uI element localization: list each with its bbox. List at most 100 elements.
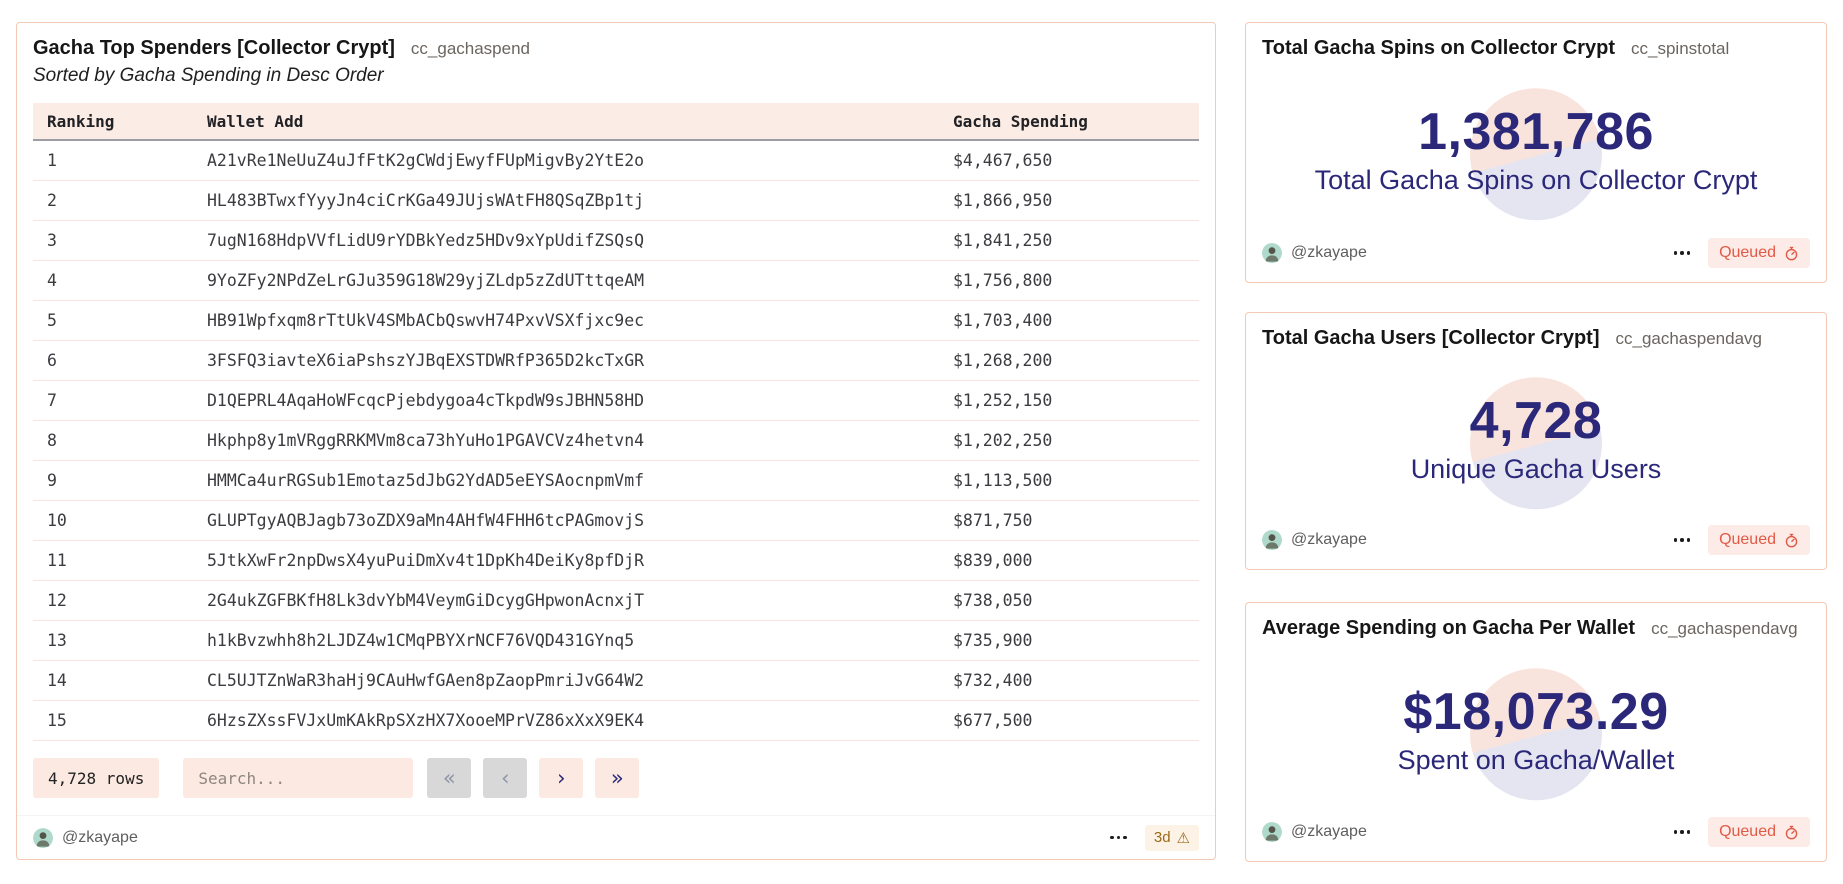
author-link[interactable]: @zkayape [1262, 822, 1367, 842]
table-row: 4 9YoZFy2NPdZeLrGJu359G18W29yjZLdp5zZdUT… [33, 261, 1199, 301]
table-footer-controls: 4,728 rows « ‹ › » [33, 758, 1199, 798]
query-name-link[interactable]: cc_gachaspendavg [1651, 619, 1798, 638]
query-name-link[interactable]: cc_gachaspend [410, 39, 530, 58]
stopwatch-icon [1785, 246, 1798, 260]
table-row: 14 CL5UJTZnWaR3haHj9CAuHwfGAen8pZaopPmri… [33, 661, 1199, 701]
age-label: 3d [1153, 829, 1171, 846]
cell-wallet: HMMCa4urRGSub1Emotaz5dJbG2YdAD5eEYSAocnp… [207, 471, 645, 490]
cell-spending: $1,841,250 [953, 231, 1053, 250]
cell-wallet: 6HzsZXssFVJxUmKAkRpSXzHX7XooeMPrVZ86xXxX… [207, 711, 645, 730]
counter-label: Spent on Gacha/Wallet [1397, 744, 1675, 775]
status-label: Queued [1719, 823, 1776, 840]
cell-ranking: 15 [47, 711, 67, 730]
author-link[interactable]: @zkayape [1262, 530, 1367, 550]
column-header-wallet[interactable]: Wallet Add [207, 111, 304, 131]
cell-wallet: h1kBvzwhh8h2LJDZ4w1CMqPBYXrNCF76VQD431GY… [207, 631, 635, 650]
cell-spending: $735,900 [953, 631, 1033, 650]
cell-wallet: 5JtkXwFr2npDwsX4yuPuiDmXv4t1DpKh4DeiKy8p… [207, 551, 645, 570]
column-header-ranking[interactable]: Ranking [47, 111, 115, 131]
cell-spending: $4,467,650 [953, 151, 1053, 170]
stopwatch-icon [1785, 825, 1798, 839]
widget-title: Total Gacha Spins on Collector Crypt [1262, 37, 1616, 59]
more-menu-icon[interactable] [1672, 534, 1693, 546]
cell-wallet: D1QEPRL4AqaHoWFcqcPjebdygoa4cTkpdW9sJBHN… [207, 391, 645, 410]
first-page-button[interactable]: « [427, 758, 472, 798]
status-badge[interactable]: Queued [1708, 817, 1810, 847]
cell-ranking: 4 [47, 271, 57, 290]
table-widget: Gacha Top Spenders [Collector Crypt] cc_… [16, 22, 1216, 860]
cell-wallet: HB91Wpfxqm8rTtUkV4SMbACbQswvH74PxvVSXfjx… [207, 311, 645, 330]
cell-wallet: CL5UJTZnWaR3haHj9CAuHwfGAen8pZaopPmriJvG… [207, 671, 645, 690]
query-name-link[interactable]: cc_gachaspendavg [1615, 329, 1762, 348]
widget-subtitle: Sorted by Gacha Spending in Desc Order [33, 65, 384, 86]
cell-spending: $732,400 [953, 671, 1033, 690]
search-input[interactable] [183, 758, 414, 798]
counter-value: $18,073.29 [1403, 682, 1669, 741]
counter-decoration-circle [1470, 667, 1602, 800]
prev-page-button[interactable]: ‹ [483, 758, 528, 798]
cell-spending: $839,000 [953, 551, 1033, 570]
avatar [1262, 530, 1282, 550]
cell-spending: $1,756,800 [953, 271, 1053, 290]
cell-spending: $1,113,500 [953, 471, 1053, 490]
status-badge[interactable]: Queued [1708, 525, 1810, 555]
counter-decoration-circle [1470, 88, 1602, 221]
counter-widget-avg-spending: Average Spending on Gacha Per Wallet cc_… [1245, 602, 1827, 862]
cell-ranking: 8 [47, 431, 57, 450]
counter-value: 4,728 [1469, 391, 1603, 450]
counter-widget-total-spins: Total Gacha Spins on Collector Crypt cc_… [1245, 22, 1827, 283]
cell-wallet: 2G4ukZGFBKfH8Lk3dvYbM4VeymGiDcygGHpwonAc… [207, 591, 645, 610]
next-page-button[interactable]: › [539, 758, 584, 798]
counter-widget-total-users: Total Gacha Users [Collector Crypt] cc_g… [1245, 312, 1827, 570]
cell-ranking: 6 [47, 351, 57, 370]
cell-wallet: 7ugN168HdpVVfLidU9rYDBkYedz5HDv9xYpUdifZ… [207, 231, 645, 250]
author-handle: @zkayape [1291, 823, 1367, 840]
cell-spending: $738,050 [953, 591, 1033, 610]
cell-wallet: A21vRe1NeUuZ4uJfFtK2gCWdjEwyfFUpMigvBy2Y… [207, 151, 645, 170]
more-menu-icon[interactable] [1672, 247, 1693, 259]
table-row: 13 h1kBvzwhh8h2LJDZ4w1CMqPBYXrNCF76VQD43… [33, 621, 1199, 661]
cell-wallet: HL483BTwxfYyyJn4ciCrKGa49JUjsWAtFH8QSqZB… [207, 191, 645, 210]
cell-ranking: 1 [47, 151, 57, 170]
table-row: 1 A21vRe1NeUuZ4uJfFtK2gCWdjEwyfFUpMigvBy… [33, 141, 1199, 181]
cell-wallet: 3FSFQ3iavteX6iaPshszYJBqEXSTDWRfP365D2kc… [207, 351, 645, 370]
table-row: 12 2G4ukZGFBKfH8Lk3dvYbM4VeymGiDcygGHpwo… [33, 581, 1199, 621]
cell-spending: $1,252,150 [953, 391, 1053, 410]
pagination: « ‹ › » [427, 758, 640, 798]
status-badge[interactable]: Queued [1708, 238, 1810, 268]
counter-value: 1,381,786 [1418, 103, 1654, 161]
more-menu-icon[interactable] [1672, 826, 1693, 838]
status-label: Queued [1719, 244, 1776, 261]
cell-ranking: 3 [47, 231, 57, 250]
counter-label: Total Gacha Spins on Collector Crypt [1314, 165, 1758, 195]
cell-ranking: 9 [47, 471, 57, 490]
cell-ranking: 12 [47, 591, 67, 610]
widget-title: Average Spending on Gacha Per Wallet [1262, 617, 1636, 639]
cell-wallet: Hkphp8y1mVRggRRKMVm8ca73hYuHo1PGAVCVz4he… [207, 431, 645, 450]
column-header-spending[interactable]: Gacha Spending [953, 111, 1088, 131]
cell-ranking: 10 [47, 511, 67, 530]
table-row: 6 3FSFQ3iavteX6iaPshszYJBqEXSTDWRfP365D2… [33, 341, 1199, 381]
table-row: 9 HMMCa4urRGSub1Emotaz5dJbG2YdAD5eEYSAoc… [33, 461, 1199, 501]
counter-label: Unique Gacha Users [1410, 453, 1662, 484]
cell-ranking: 13 [47, 631, 67, 650]
query-name-link[interactable]: cc_spinstotal [1631, 39, 1730, 58]
table-row: 8 Hkphp8y1mVRggRRKMVm8ca73hYuHo1PGAVCVz4… [33, 421, 1199, 461]
results-table: Ranking Wallet Add Gacha Spending 1 A21v… [33, 103, 1199, 741]
avatar [1262, 822, 1282, 842]
author-handle: @zkayape [1291, 531, 1367, 548]
table-widget-header: Gacha Top Spenders [Collector Crypt] cc_… [33, 23, 1199, 87]
more-menu-icon[interactable] [1108, 832, 1129, 844]
table-row: 3 7ugN168HdpVVfLidU9rYDBkYedz5HDv9xYpUdi… [33, 221, 1199, 261]
cell-spending: $1,703,400 [953, 311, 1053, 330]
author-link[interactable]: @zkayape [1262, 243, 1367, 263]
cell-ranking: 11 [47, 551, 67, 570]
refresh-age-badge[interactable]: 3d ⚠ [1144, 824, 1199, 851]
author-link[interactable]: @zkayape [33, 827, 138, 848]
table-row: 11 5JtkXwFr2npDwsX4yuPuiDmXv4t1DpKh4DeiK… [33, 541, 1199, 581]
author-handle: @zkayape [1291, 244, 1367, 261]
cell-ranking: 14 [47, 671, 67, 690]
cell-spending: $1,866,950 [953, 191, 1053, 210]
avatar [33, 827, 53, 848]
last-page-button[interactable]: » [595, 758, 640, 798]
